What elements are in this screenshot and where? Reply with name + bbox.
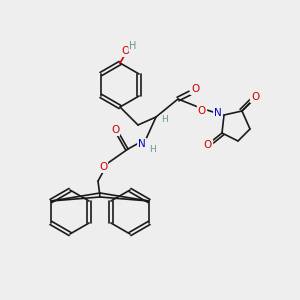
Text: H: H	[129, 41, 137, 51]
Text: O: O	[198, 106, 206, 116]
Text: O: O	[204, 140, 212, 150]
Text: N: N	[138, 139, 146, 149]
Text: O: O	[99, 162, 107, 172]
Text: N: N	[214, 108, 222, 118]
Text: O: O	[111, 125, 119, 135]
Text: O: O	[251, 92, 259, 102]
Text: H: H	[148, 145, 155, 154]
Text: H: H	[160, 116, 167, 124]
Text: O: O	[191, 84, 199, 94]
Text: O: O	[122, 46, 130, 56]
